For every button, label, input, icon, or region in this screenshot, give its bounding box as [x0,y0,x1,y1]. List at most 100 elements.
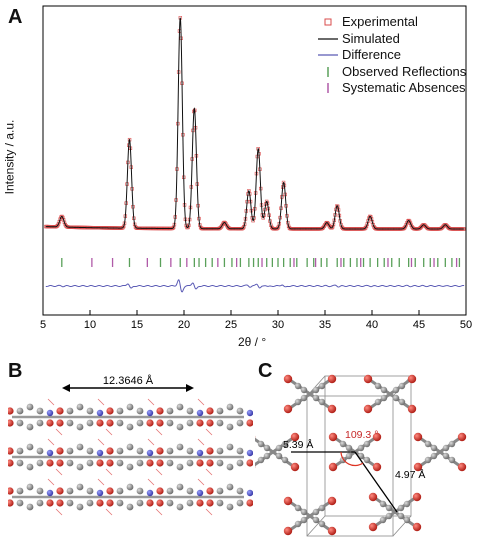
atom [236,419,244,427]
atom [318,504,326,512]
atom [76,463,84,471]
atom [246,489,253,497]
atom [36,447,44,455]
atom [106,499,114,507]
legend-label: Observed Reflections [342,63,467,79]
atom [407,374,417,384]
panel-letter-b: B [8,360,23,382]
atom [56,407,64,415]
atom [246,499,253,507]
atom [176,443,184,451]
x-tick-label: 20 [178,319,190,331]
x-tick-label: 30 [272,319,284,331]
atom [403,516,411,524]
atom [106,447,114,455]
hbond-line [197,398,205,406]
atom [385,504,393,512]
x-ticks: 5 10 15 20 25 30 35 40 45 50 [40,310,472,331]
atom [312,394,320,402]
x-tick-label: 15 [131,319,143,331]
atom [196,499,204,507]
atom [46,449,54,457]
atom [146,419,154,427]
atom [136,447,144,455]
distance-label-2: 4.97 Å [395,468,425,481]
atom [126,483,134,491]
atom [66,447,74,455]
legend-item-simulated: Simulated [318,31,466,48]
atom [56,487,64,495]
legend-item-difference: Difference [318,47,466,64]
atom [106,407,114,415]
hbond-line [155,468,163,476]
atom [36,499,44,507]
hbond-line [105,428,113,436]
hbond-line [197,478,205,486]
atom [246,459,253,467]
hbond-line [197,438,205,446]
atom [66,499,74,507]
atom [8,407,14,415]
x-tick-label: 25 [225,319,237,331]
atom [294,382,302,390]
atom [146,499,154,507]
atom [86,447,94,455]
line-icon [318,50,338,60]
atom [206,447,214,455]
atom [457,432,467,442]
molecules [255,374,467,536]
atom [312,508,320,516]
atom [166,407,174,415]
atom [46,489,54,497]
atom [206,407,214,415]
atom [26,423,34,431]
atom [328,462,338,472]
atom [300,508,308,516]
angle-label: 109.3 ° [345,429,378,441]
hbond-line [55,428,63,436]
atom [392,386,400,394]
panel-c-structure: 109.3 ° 5.39 Å 4.97 Å [255,374,467,537]
atom [236,487,244,495]
atom [146,459,154,467]
legend-label: Simulated [342,30,400,46]
atom [56,419,64,427]
experimental-point [440,225,445,229]
atom [26,503,34,511]
atom [156,459,164,467]
distance-label-1: 5.39 Å [283,438,313,451]
atom [176,503,184,511]
atom [26,403,34,411]
atom [379,500,387,508]
atom [166,487,174,495]
atom [385,512,393,520]
atom [412,522,422,532]
atom [8,419,14,427]
hbond-line [155,428,163,436]
legend-item-observed-reflections: Observed Reflections [318,64,466,81]
hbond-line [205,508,213,516]
tick-icon [318,66,338,78]
atom [76,483,84,491]
distance-line-2 [354,451,398,513]
hbond-line [147,478,155,486]
legend-label: Systematic Absences [342,80,466,96]
atom [216,487,224,495]
atom [176,423,184,431]
atom [156,407,164,415]
atom [86,419,94,427]
experimental-point [264,199,269,204]
atom [116,407,124,415]
atom [186,487,194,495]
atom [46,459,54,467]
atom [196,449,204,457]
atom [368,492,378,502]
hbond-line [47,438,55,446]
atom [216,407,224,415]
atom [372,462,382,472]
atom [36,459,44,467]
atom [327,526,337,536]
atom [290,462,300,472]
atom [300,516,308,524]
difference-line [45,279,465,293]
